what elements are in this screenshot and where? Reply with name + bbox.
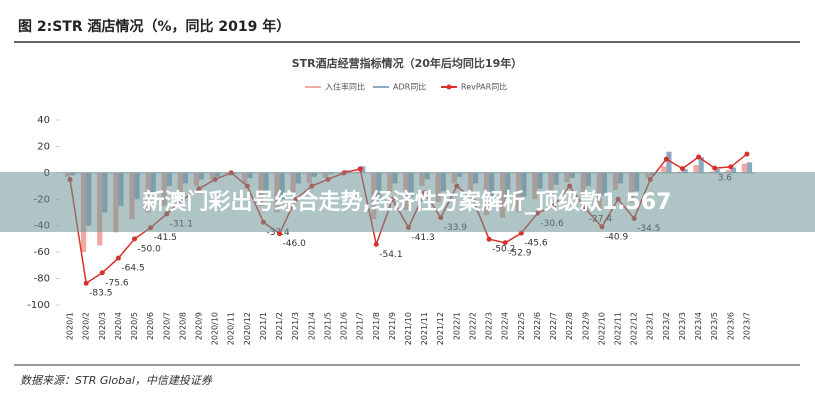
data-label: -54.1 [379, 250, 402, 260]
banner-band [0, 172, 815, 232]
x-tick-label: 2022/11 [614, 312, 623, 345]
legend-label: ADR同比 [393, 82, 426, 92]
bar [360, 166, 366, 173]
line-marker [744, 151, 750, 157]
x-tick-label: 2021/4 [307, 312, 316, 340]
x-tick-label: 2023/7 [742, 312, 751, 340]
y-tick-label: -80 [34, 274, 50, 285]
data-label: -75.6 [105, 278, 129, 288]
line-marker [277, 231, 283, 237]
line-marker [696, 154, 702, 160]
x-tick-label: 2022/1 [452, 312, 461, 340]
line-marker [728, 164, 734, 170]
x-tick-label: 2022/4 [501, 312, 510, 340]
x-tick-label: 2023/2 [662, 312, 671, 340]
line-marker [373, 241, 379, 247]
bar [666, 151, 672, 173]
banner-text: 新澳门彩出号综合走势,经济性方案解析_顶级款1.567 [143, 189, 672, 215]
x-tick-label: 2021/6 [340, 312, 349, 340]
x-tick-label: 2021/8 [372, 312, 381, 340]
data-label: -50.0 [138, 244, 162, 254]
x-tick-label: 2023/1 [646, 312, 655, 340]
data-label: -64.5 [121, 264, 144, 274]
x-tick-label: 2020/1 [66, 312, 75, 340]
data-label: -40.9 [605, 232, 629, 242]
x-tick-label: 2023/4 [694, 312, 703, 340]
x-tick-label: 2022/8 [565, 312, 574, 340]
x-tick-label: 2022/6 [533, 312, 542, 340]
x-tick-label: 2022/3 [485, 312, 494, 340]
bar [730, 167, 736, 173]
bar [746, 162, 753, 173]
x-tick-label: 2023/5 [710, 312, 719, 340]
x-tick-label: 2022/2 [468, 312, 477, 340]
x-tick-label: 2021/1 [259, 312, 268, 340]
x-tick-label: 2020/10 [211, 312, 220, 345]
x-tick-label: 2022/7 [549, 312, 558, 340]
line-marker [663, 156, 669, 162]
data-label: -52.9 [508, 248, 532, 258]
legend-label: RevPAR同比 [461, 82, 507, 92]
bar [698, 157, 704, 173]
x-tick-label: 2020/11 [227, 312, 236, 345]
bar [661, 166, 667, 173]
x-tick-label: 2020/9 [194, 312, 203, 340]
x-tick-label: 2021/11 [420, 312, 429, 345]
data-label: -41.3 [412, 233, 435, 243]
bar [682, 168, 688, 173]
x-tick-label: 2020/4 [114, 312, 123, 340]
bar [714, 168, 720, 173]
line-marker [486, 236, 492, 242]
x-tick-label: 2021/7 [356, 312, 365, 340]
x-tick-label: 2020/7 [162, 312, 171, 340]
legend-marker [446, 84, 452, 90]
bar [725, 170, 731, 173]
y-tick-label: -60 [34, 247, 50, 258]
x-tick-label: 2020/2 [82, 312, 91, 340]
figure-title: 图 2:STR 酒店情况（%，同比 2019 年） [18, 18, 290, 35]
x-tick-label: 2021/10 [404, 312, 413, 345]
chart-title: STR酒店经营指标情况（20年后均同比19年） [292, 56, 523, 70]
line-marker [99, 270, 105, 276]
x-tick-label: 2020/6 [146, 312, 155, 340]
x-tick-label: 2023/3 [678, 312, 687, 340]
y-tick-label: 40 [37, 115, 50, 126]
x-tick-label: 2020/12 [243, 312, 252, 345]
x-tick-label: 2022/10 [597, 312, 606, 345]
x-tick-label: 2020/8 [178, 312, 187, 340]
x-tick-label: 2021/2 [275, 312, 284, 340]
legend-label: 入住率同比 [325, 82, 365, 92]
x-tick-label: 2021/5 [323, 312, 332, 340]
line-marker [679, 166, 685, 172]
y-tick-label: -100 [27, 300, 50, 311]
x-tick-label: 2022/5 [517, 312, 526, 340]
x-tick-label: 2023/6 [726, 312, 735, 340]
x-tick-label: 2021/9 [388, 312, 397, 340]
line-marker [83, 280, 89, 286]
data-label: -46.0 [283, 239, 307, 249]
line-marker [132, 236, 138, 242]
x-tick-label: 2020/3 [98, 312, 107, 340]
y-tick-label: 20 [37, 141, 50, 152]
x-tick-label: 2021/3 [291, 312, 300, 340]
line-marker [115, 255, 121, 261]
source: 数据来源：STR Global，中信建投证券 [20, 374, 213, 387]
x-tick-label: 2021/12 [436, 312, 445, 345]
x-tick-label: 2022/12 [630, 312, 639, 345]
x-tick-label: 2020/5 [130, 312, 139, 340]
bar [693, 164, 699, 173]
data-label: -83.5 [89, 289, 112, 299]
data-label: -50.2 [492, 245, 515, 255]
data-label: -41.5 [154, 233, 177, 243]
bar [741, 163, 747, 173]
line-marker [712, 165, 718, 171]
data-label: -45.6 [524, 239, 548, 249]
x-tick-label: 2022/9 [581, 312, 590, 340]
line-marker [357, 166, 363, 172]
line-marker [502, 240, 508, 246]
